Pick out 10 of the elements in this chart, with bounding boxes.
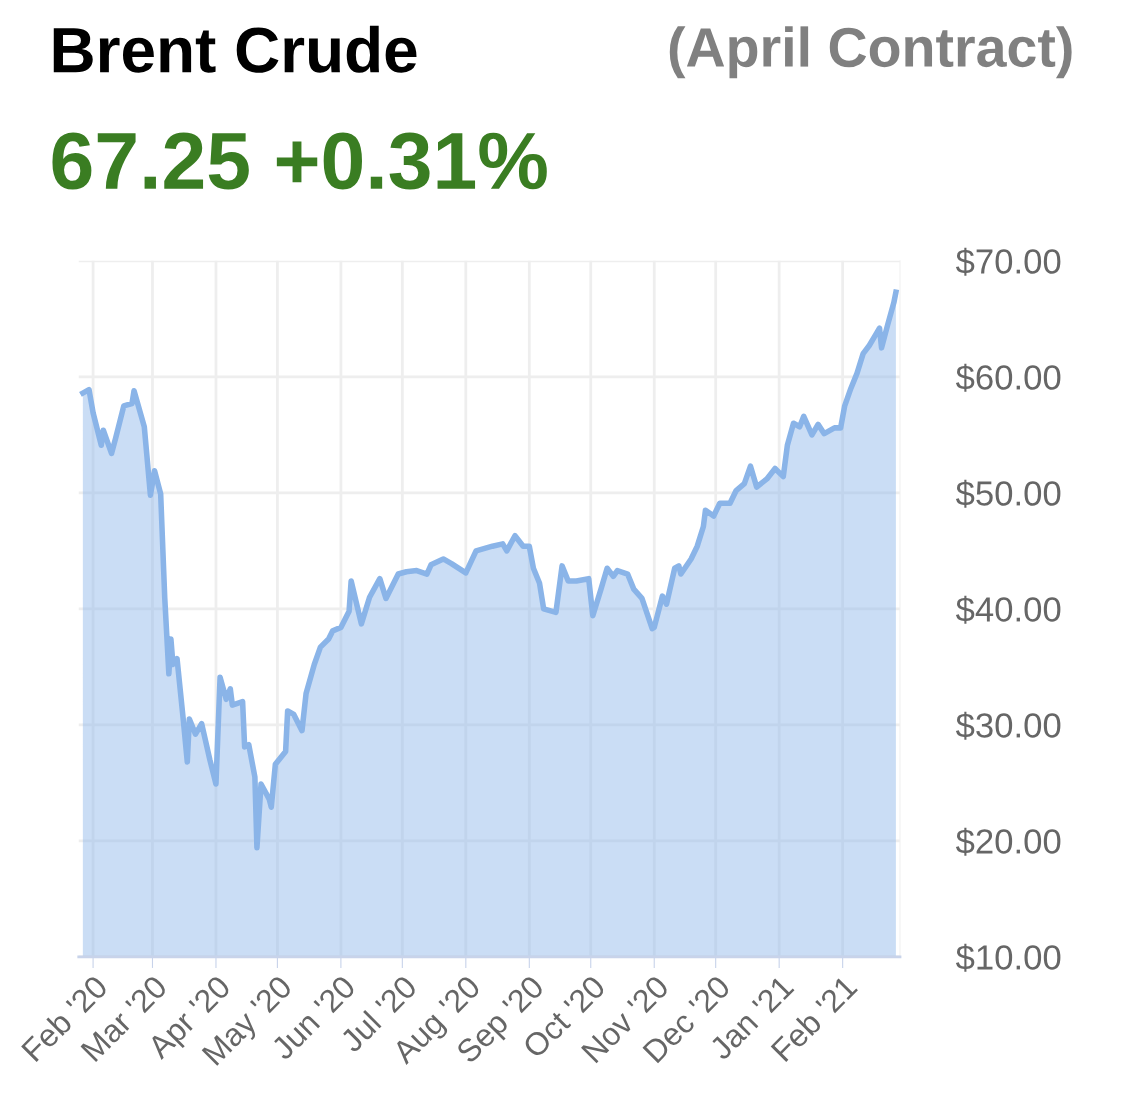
y-tick-label: $70.00 — [955, 247, 1061, 276]
y-tick-label: $50.00 — [955, 479, 1061, 508]
text: (April Contract) — [669, 26, 1072, 79]
y-tick-label: $40.00 — [955, 595, 1061, 624]
y-tick-label: $10.00 — [955, 943, 1061, 972]
y-tick-label: $30.00 — [955, 711, 1061, 740]
chart-title: Brent Crude — [53, 25, 417, 73]
chart-subtitle: 67.25 +0.31% — [52, 132, 547, 190]
y-tick-label: $60.00 — [955, 363, 1061, 392]
y-tick-label: $20.00 — [955, 827, 1061, 856]
